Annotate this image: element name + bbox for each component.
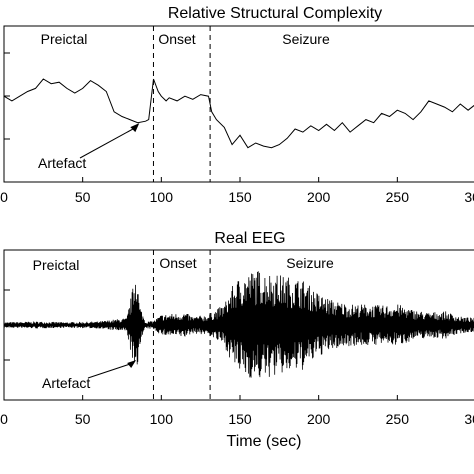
seizure-label: Seizure — [282, 31, 330, 47]
preictal-label: Preictal — [33, 257, 80, 273]
x-tick-label: 100 — [150, 189, 174, 205]
preictal-label: Preictal — [41, 31, 88, 47]
artefact-arrowhead — [130, 123, 140, 133]
complexity-panel: Relative Structural Complexity 0 50 100 150… — [0, 5, 474, 205]
eeg-signal — [3, 271, 474, 378]
x-tick-label: 150 — [228, 411, 252, 427]
x-tick-label: 50 — [75, 189, 91, 205]
eeg-title: Real EEG — [214, 230, 285, 247]
x-tick-label: 200 — [307, 411, 331, 427]
artefact-arrow — [87, 362, 134, 379]
complexity-phase-markers — [152, 26, 211, 182]
artefact-label: Artefact — [38, 155, 86, 171]
x-axis-label: Time (sec) — [227, 433, 302, 450]
complexity-series-line — [3, 78, 474, 149]
x-tick-label: 0 — [0, 411, 8, 427]
complexity-x-ticks: 0 50 100 150 200 250 300 — [0, 177, 474, 205]
onset-label: Onset — [158, 31, 195, 47]
x-tick-label: 300 — [464, 189, 474, 205]
x-tick-label: 150 — [228, 189, 252, 205]
complexity-title: Relative Structural Complexity — [168, 5, 382, 22]
x-tick-label: 250 — [386, 411, 410, 427]
x-tick-label: 300 — [464, 411, 474, 427]
seizure-label: Seizure — [286, 255, 334, 271]
x-tick-label: 200 — [307, 189, 331, 205]
onset-label: Onset — [159, 255, 196, 271]
artefact-label: Artefact — [42, 375, 90, 391]
x-tick-label: 0 — [0, 189, 8, 205]
artefact-arrow — [79, 126, 137, 159]
complexity-y-ticks — [4, 52, 10, 140]
x-tick-label: 50 — [75, 411, 91, 427]
x-tick-label: 100 — [150, 411, 174, 427]
artefact-arrowhead — [127, 360, 137, 368]
eeg-panel: Real EEG 0 50 100 150 200 250 300 Preictal Ons… — [0, 230, 474, 450]
x-tick-label: 250 — [386, 189, 410, 205]
eeg-x-ticks: 0 50 100 150 200 250 300 — [0, 395, 474, 427]
